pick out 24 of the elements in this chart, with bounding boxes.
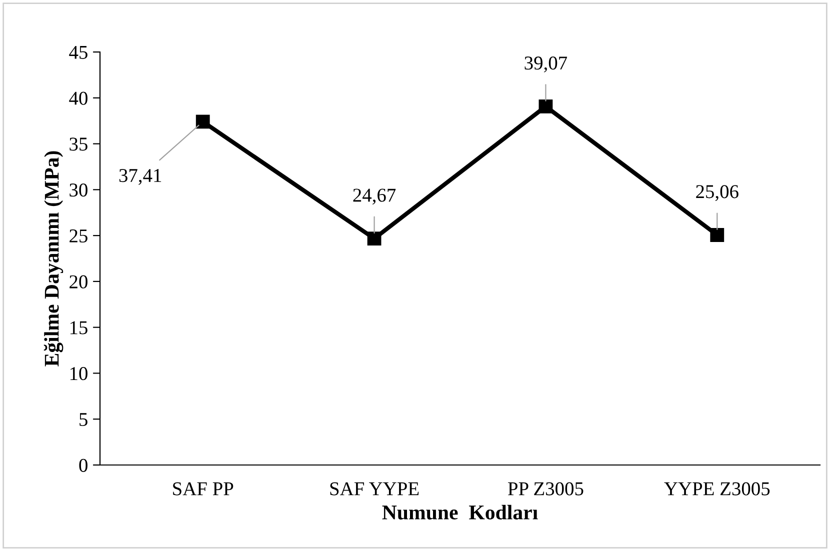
- y-tick-label: 10: [70, 367, 88, 380]
- data-label: 39,07: [524, 56, 568, 72]
- y-tick-label: 5: [80, 413, 88, 426]
- y-tick-label: 35: [70, 138, 88, 151]
- data-label: 25,06: [696, 185, 738, 202]
- y-tick-label: 20: [70, 275, 88, 288]
- y-tick-label: 45: [69, 46, 88, 59]
- y-tick-label: 15: [70, 321, 88, 334]
- y-axis-title: Eğilme Dayanımı (MPa): [44, 151, 64, 366]
- y-tick-label: 25: [70, 229, 88, 242]
- x-tick-label: PP Z3005: [508, 482, 584, 496]
- point: [710, 228, 724, 242]
- y-tick-label: 30: [70, 183, 88, 197]
- point: [367, 232, 382, 246]
- x-tick-label: SAF PP: [173, 482, 234, 496]
- y-tick-label: 0: [79, 458, 88, 472]
- x-tick-label: YYPE Z3005: [664, 482, 770, 496]
- y-tick-label: 40: [69, 92, 88, 105]
- data-label: 24,67: [353, 188, 396, 205]
- data-label: 37,41: [119, 169, 162, 185]
- point: [196, 114, 210, 129]
- x-tick-label: SAF YYPE: [330, 482, 419, 496]
- x-axis-title: Numune Kodları: [382, 504, 538, 520]
- point: [538, 99, 553, 114]
